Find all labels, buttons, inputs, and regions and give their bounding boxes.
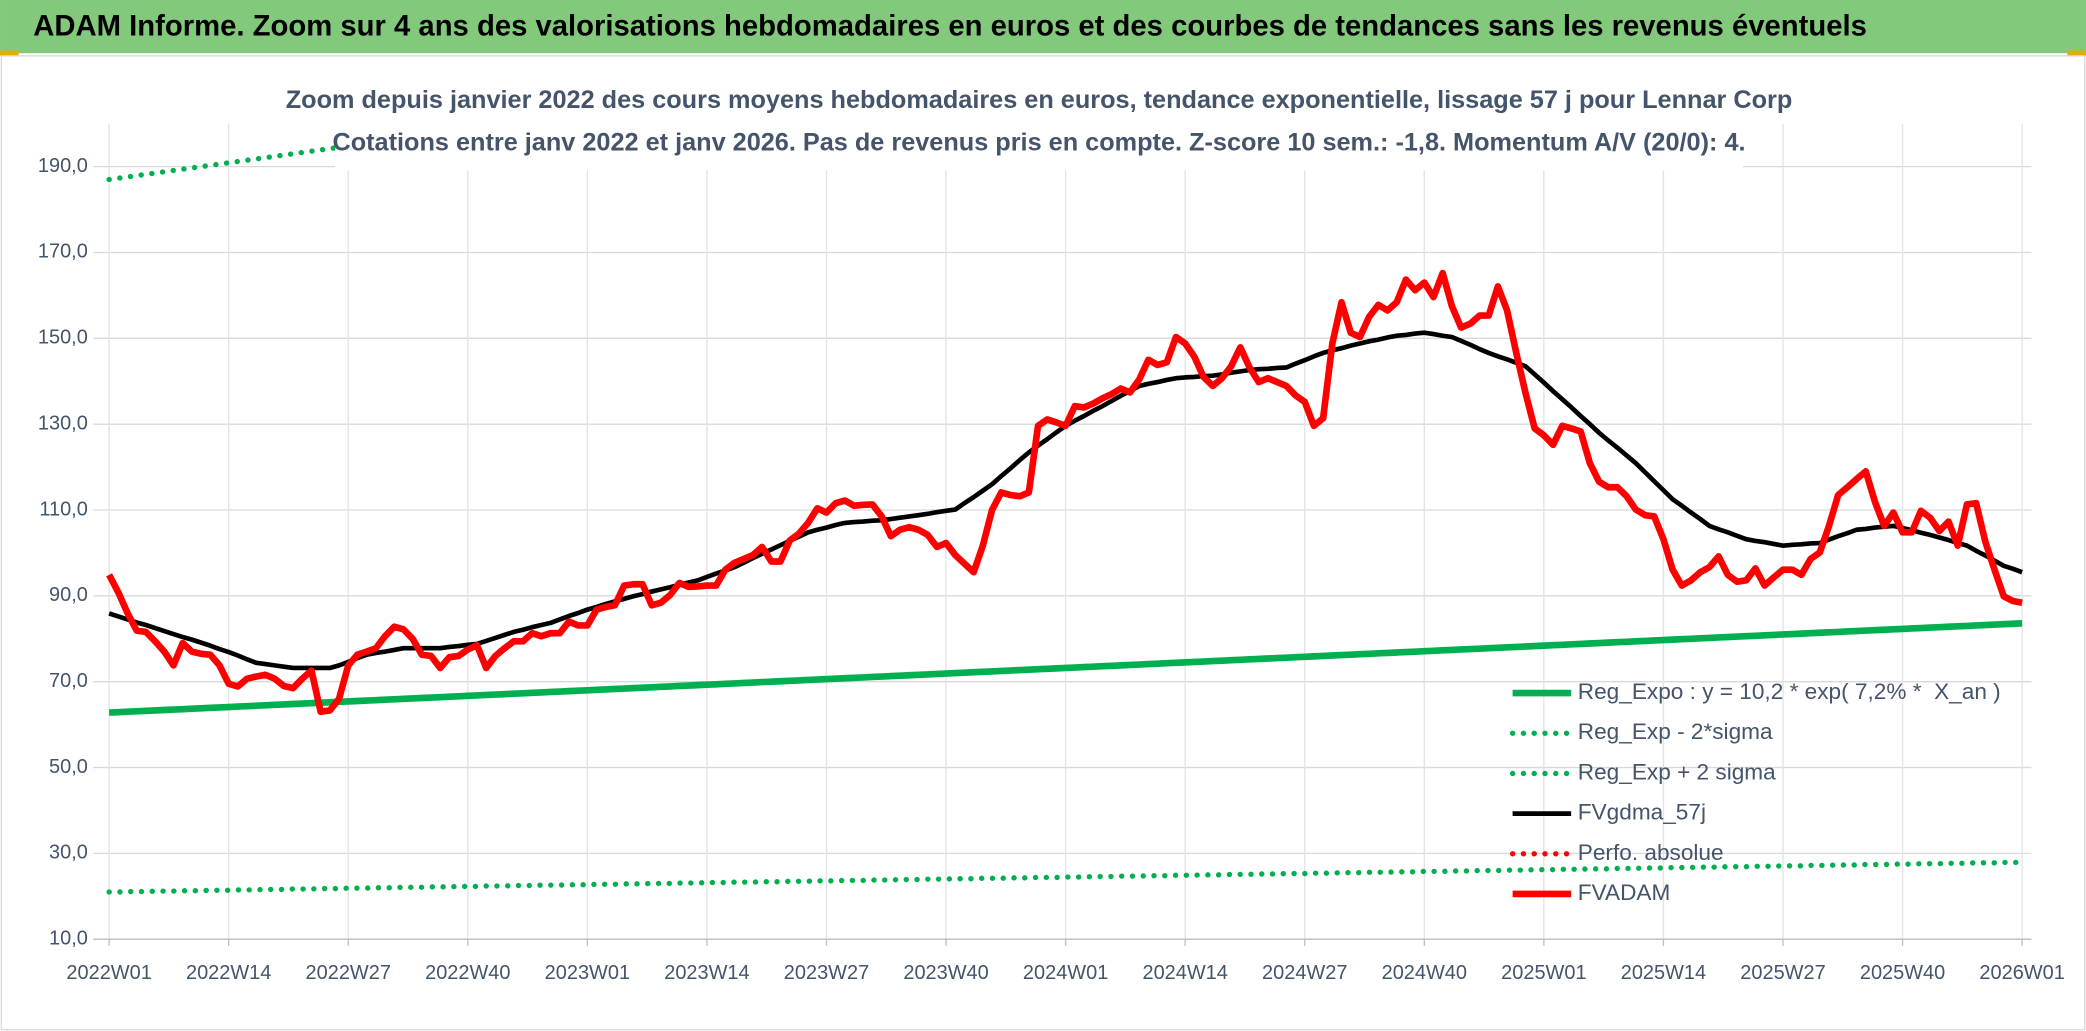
x-tick-label: 2024W01 <box>1023 962 1108 984</box>
y-tick-label: 110,0 <box>39 498 87 520</box>
header-corner <box>2067 50 2086 56</box>
legend-label: FVgdma_57j <box>1578 800 1706 825</box>
x-tick-label: 2022W40 <box>425 962 510 984</box>
chart-subtitle: Cotations entre janv 2022 et janv 2026. … <box>332 128 1745 156</box>
legend-label: Reg_Exp - 2*sigma <box>1578 719 1773 744</box>
y-tick-label: 90,0 <box>49 584 88 606</box>
x-tick-label: 2023W01 <box>545 962 630 984</box>
x-tick-label: 2022W27 <box>306 962 391 984</box>
series-line <box>108 619 2023 716</box>
x-tick-label: 2023W14 <box>664 962 749 984</box>
series-line <box>106 269 2023 716</box>
y-tick-label: 50,0 <box>49 756 88 778</box>
x-tick-label: 2022W14 <box>186 962 271 984</box>
x-tick-label: 2025W14 <box>1621 962 1706 984</box>
y-tick-label: 150,0 <box>38 327 88 349</box>
chart-frame <box>0 55 2086 1031</box>
x-tick-label: 2025W40 <box>1860 962 1945 984</box>
title-box <box>335 77 1743 171</box>
y-tick-label: 30,0 <box>49 842 88 864</box>
header-bar <box>0 0 2086 54</box>
x-tick-label: 2026W01 <box>1979 962 2064 984</box>
y-tick-label: 190,0 <box>38 155 88 177</box>
x-tick-label: 2022W01 <box>66 962 151 984</box>
x-tick-label: 2025W27 <box>1740 962 1825 984</box>
legend-label: FVADAM <box>1578 880 1671 905</box>
x-tick-label: 2024W40 <box>1382 962 1467 984</box>
series-line <box>106 859 2025 895</box>
legend-label: Perfo. absolue <box>1578 840 1724 865</box>
y-tick-label: 170,0 <box>38 241 88 263</box>
series-line <box>106 125 480 183</box>
header-title: ADAM Informe. Zoom sur 4 ans des valoris… <box>33 11 1867 43</box>
y-tick-label: 130,0 <box>38 412 88 434</box>
legend-label: Reg_Exp + 2 sigma <box>1578 759 1776 784</box>
x-tick-label: 2024W27 <box>1262 962 1347 984</box>
y-tick-label: 70,0 <box>49 670 88 692</box>
x-tick-label: 2024W14 <box>1142 962 1227 984</box>
x-tick-label: 2023W27 <box>784 962 869 984</box>
x-tick-label: 2023W40 <box>903 962 988 984</box>
x-tick-label: 2025W01 <box>1501 962 1586 984</box>
y-tick-label: 10,0 <box>49 927 88 949</box>
chart-title: Zoom depuis janvier 2022 des cours moyen… <box>286 86 1793 114</box>
header-corner <box>0 50 19 56</box>
legend-label: Reg_Expo : y = 10,2 * exp( 7,2% * X_an ) <box>1578 679 2001 704</box>
